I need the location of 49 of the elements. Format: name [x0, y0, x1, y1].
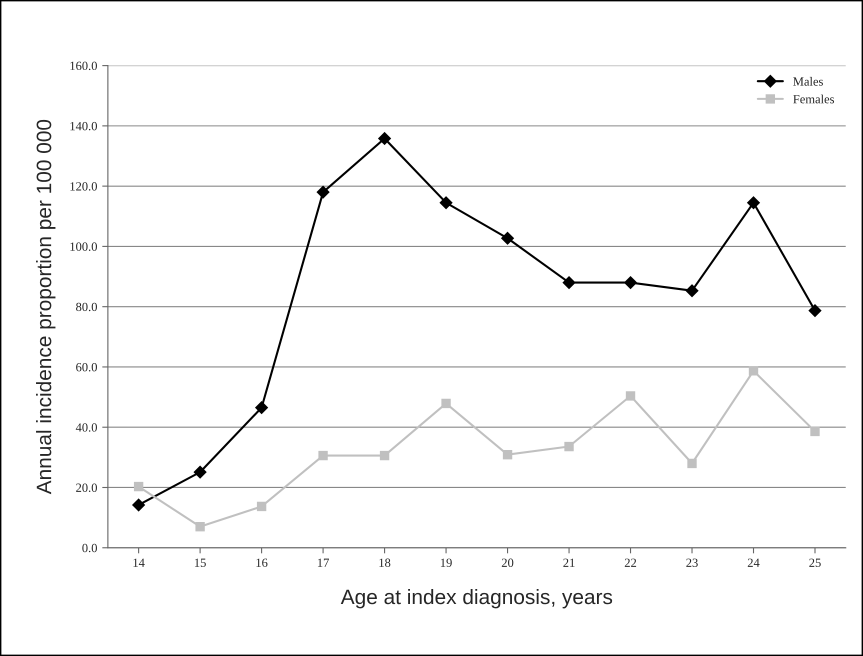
point [194, 466, 207, 479]
y-tick-label: 100.0 [70, 242, 97, 251]
point [502, 450, 512, 460]
legend-label: Males [793, 76, 823, 86]
x-tick-label: 24 [748, 558, 760, 567]
x-tick-label: 19 [440, 558, 452, 567]
point [318, 450, 328, 460]
x-tick-label: 15 [194, 558, 206, 567]
point [747, 196, 760, 210]
x-axis-title: Age at index diagnosis, years [340, 588, 612, 608]
point [316, 186, 330, 199]
y-tick-label: 0.0 [82, 544, 97, 552]
x-tick-label: 17 [318, 558, 329, 567]
point [378, 132, 391, 145]
point [134, 482, 144, 492]
x-tick-label: 22 [624, 558, 636, 567]
y-tick-label: 20.0 [76, 484, 97, 492]
x-tick-label: 21 [563, 558, 575, 567]
point [562, 276, 576, 289]
point [748, 366, 758, 376]
x-tick-label: 14 [133, 558, 145, 567]
y-tick-label: 80.0 [76, 302, 97, 312]
x-tick-label: 16 [256, 558, 268, 567]
point [132, 498, 146, 512]
point [501, 232, 514, 245]
y-tick-label: 60.0 [76, 362, 97, 372]
legend-label: Females [793, 94, 834, 104]
y-tick-label: 160.0 [70, 62, 97, 70]
x-tick-label: 20 [502, 558, 514, 567]
point [808, 304, 822, 318]
point [441, 398, 451, 408]
point [256, 502, 266, 512]
point [810, 426, 820, 436]
point [686, 284, 698, 298]
point [626, 391, 636, 401]
point [624, 276, 637, 289]
x-tick-label: 18 [379, 558, 390, 567]
y-tick-label: 40.0 [76, 423, 97, 432]
point [380, 450, 390, 460]
y-tick-label: 120.0 [70, 182, 97, 191]
point [564, 442, 574, 452]
y-tick-label: 140.0 [70, 122, 97, 130]
y-axis-title: Annual incidence proportion per 100 000 [36, 120, 56, 494]
x-tick-label: 25 [809, 558, 821, 567]
point [255, 401, 268, 414]
point [687, 458, 697, 468]
point [440, 196, 452, 210]
point [195, 522, 205, 532]
x-tick-label: 23 [686, 558, 698, 567]
